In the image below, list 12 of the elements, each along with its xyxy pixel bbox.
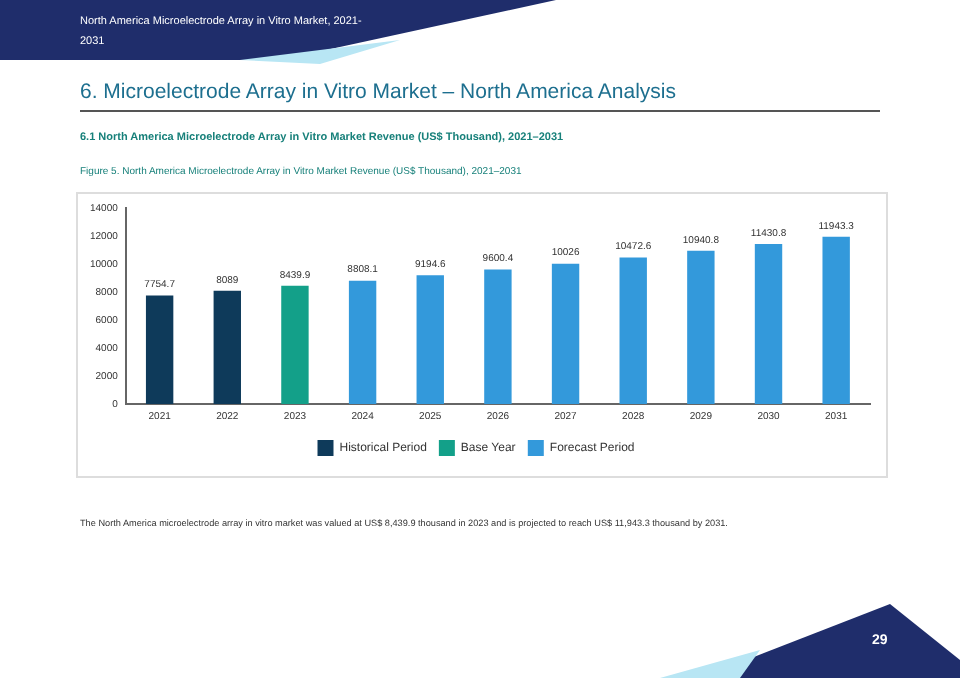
- bar: [416, 275, 444, 404]
- bar: [551, 263, 580, 404]
- bar: [145, 295, 174, 404]
- bar: [484, 269, 512, 404]
- bar: [822, 236, 850, 404]
- bar: [281, 285, 309, 404]
- bar: [213, 290, 241, 404]
- bar: [754, 243, 783, 404]
- text: 6. Microelectrode Array in Vitro Market – North America Analysis: [80, 80, 677, 104]
- bar: [348, 280, 377, 404]
- bar: [687, 250, 715, 404]
- bar: [619, 257, 647, 404]
